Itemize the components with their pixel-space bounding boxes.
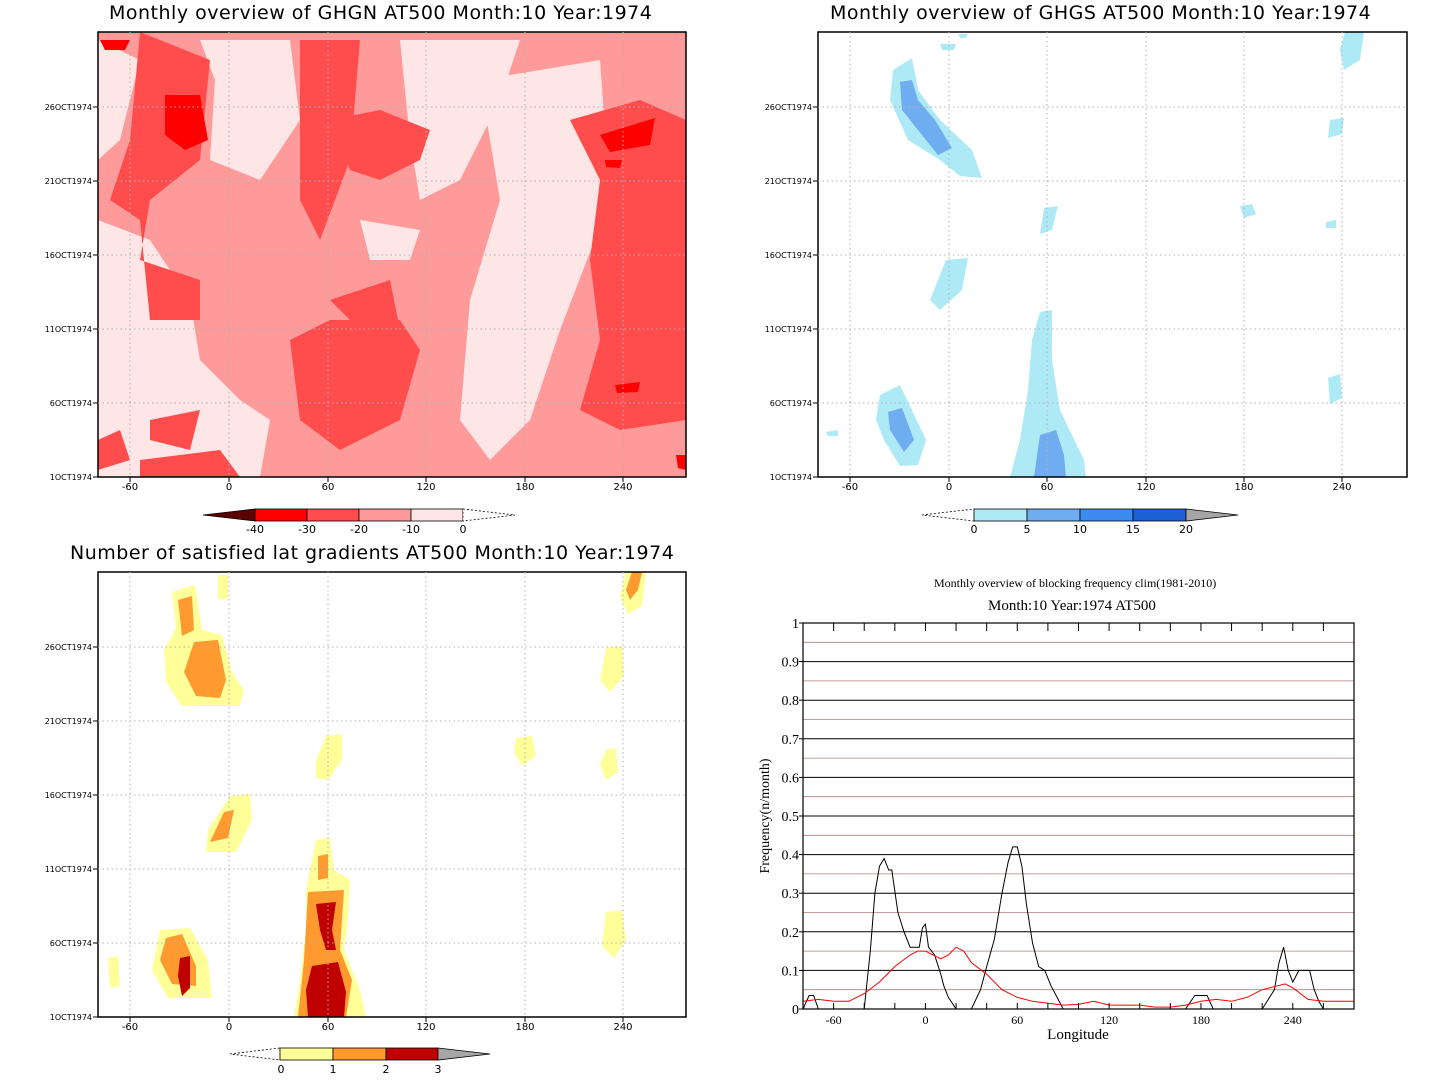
ghgs-colorbar-label: 5 bbox=[1024, 523, 1031, 536]
grad-xtick: -60 bbox=[122, 1022, 138, 1033]
ghgn-ytick: 1OCT1974 bbox=[50, 473, 92, 482]
grad-contours bbox=[108, 572, 646, 1017]
grad-ytick: 21OCT1974 bbox=[45, 717, 92, 726]
ghgs-xtick: 0 bbox=[946, 482, 952, 493]
ghgn-xtick: 240 bbox=[613, 482, 632, 493]
ghgn-ytick: 26OCT1974 bbox=[45, 103, 92, 112]
ghgn-map: -60 0 60 120 180 240 1OCT1974 6OCT1974 1… bbox=[45, 31, 687, 536]
y-tick-label: 0.3 bbox=[782, 887, 800, 902]
chart-series bbox=[802, 846, 1354, 1010]
blocking-frequency-chart: 0 0.1 0.2 0.3 0.4 0.5 0.6 0.7 0.8 0.9 1 -60 0 60 120 18… bbox=[758, 617, 1355, 1043]
ghgn-colorbar-label: -10 bbox=[402, 523, 420, 536]
ghgs-xtick: 240 bbox=[1332, 482, 1351, 493]
x-tick-label: -60 bbox=[826, 1013, 842, 1027]
ghgn-colorbar-label: -30 bbox=[298, 523, 316, 536]
ghgs-colorbar-label: 20 bbox=[1179, 523, 1193, 536]
ghgn-colorbar-label: -40 bbox=[246, 523, 264, 536]
ghgs-ytick: 26OCT1974 bbox=[765, 103, 812, 112]
x-tick-label: 60 bbox=[1011, 1013, 1023, 1027]
y-tick-label: 0.5 bbox=[782, 810, 800, 825]
grad-ytick: 1OCT1974 bbox=[50, 1013, 92, 1022]
y-tick-label: 0.9 bbox=[782, 656, 800, 671]
grad-ytick: 6OCT1974 bbox=[50, 939, 92, 948]
grad-ytick: 11OCT1974 bbox=[45, 865, 92, 874]
grad-title: Number of satisfied lat gradients AT500 … bbox=[70, 542, 675, 564]
ghgs-ytick: 16OCT1974 bbox=[765, 251, 812, 260]
ghgs-map: -60 0 60 120 180 240 1OCT1974 6OCT1974 1… bbox=[765, 31, 1408, 536]
blocking-chart-title: Monthly overview of blocking frequency c… bbox=[934, 576, 1217, 590]
grad-ytick: 26OCT1974 bbox=[45, 643, 92, 652]
series-line-black bbox=[802, 846, 1354, 1010]
ghgn-title: Monthly overview of GHGN AT500 Month:10 … bbox=[109, 2, 653, 24]
grad-ytick: 16OCT1974 bbox=[45, 791, 92, 800]
chart-gridlines bbox=[803, 622, 1354, 1010]
x-tick-label: 120 bbox=[1100, 1013, 1118, 1027]
grad-map: -60 0 60 120 180 240 1OCT1974 6OCT1974 1… bbox=[45, 571, 687, 1076]
ghgn-ytick: 16OCT1974 bbox=[45, 251, 92, 260]
chart-xlabel: Longitude bbox=[1047, 1027, 1109, 1043]
ghgs-xtick: -60 bbox=[842, 482, 858, 493]
ghgs-ytick: 11OCT1974 bbox=[765, 325, 812, 334]
ghgs-ytick: 6OCT1974 bbox=[770, 399, 812, 408]
ghgs-colorbar-label: 15 bbox=[1126, 523, 1140, 536]
grad-colorbar-label: 3 bbox=[435, 1063, 442, 1076]
grad-xtick: 240 bbox=[613, 1022, 632, 1033]
ghgn-colorbar: -40 -30 -20 -10 0 bbox=[202, 508, 516, 536]
grad-colorbar-label: 1 bbox=[330, 1063, 337, 1076]
grad-xtick: 120 bbox=[416, 1022, 435, 1033]
chart-ticks: 0 0.1 0.2 0.3 0.4 0.5 0.6 0.7 0.8 0.9 1 -60 0 60 120 18… bbox=[782, 617, 1324, 1027]
ghgn-xtick: 120 bbox=[416, 482, 435, 493]
ghgs-colorbar: 0 5 10 15 20 bbox=[921, 508, 1239, 536]
ghgs-colorbar-label: 0 bbox=[971, 523, 978, 536]
ghgn-ytick: 11OCT1974 bbox=[45, 325, 92, 334]
ghgs-ytick: 1OCT1974 bbox=[770, 473, 812, 482]
y-tick-label: 0.1 bbox=[782, 964, 800, 979]
ghgn-xtick: 180 bbox=[515, 482, 534, 493]
x-tick-label: 180 bbox=[1192, 1013, 1210, 1027]
series-line-red bbox=[802, 946, 1354, 1008]
grad-xtick: 60 bbox=[322, 1022, 335, 1033]
grad-xtick: 0 bbox=[226, 1022, 232, 1033]
ghgn-ytick: 21OCT1974 bbox=[45, 177, 92, 186]
ghgs-xtick: 180 bbox=[1234, 482, 1253, 493]
y-tick-label: 0.4 bbox=[782, 849, 800, 864]
ghgs-contours bbox=[826, 32, 1364, 477]
blocking-chart-subtitle: Month:10 Year:1974 AT500 bbox=[988, 598, 1156, 614]
ghgn-colorbar-label: -20 bbox=[350, 523, 368, 536]
ghgs-xtick: 60 bbox=[1041, 482, 1054, 493]
ghgn-xtick: -60 bbox=[122, 482, 138, 493]
y-tick-label: 0 bbox=[792, 1003, 799, 1018]
ghgs-title: Monthly overview of GHGS AT500 Month:10 … bbox=[830, 2, 1372, 24]
y-tick-label: 0.6 bbox=[782, 771, 800, 786]
x-tick-label: 0 bbox=[922, 1013, 928, 1027]
chart-ylabel: Frequency(n/month) bbox=[758, 758, 773, 873]
grad-colorbar-label: 0 bbox=[278, 1063, 285, 1076]
ghgn-ytick: 6OCT1974 bbox=[50, 399, 92, 408]
grad-xtick: 180 bbox=[515, 1022, 534, 1033]
ghgn-grid bbox=[98, 32, 686, 477]
ghgs-xtick: 120 bbox=[1136, 482, 1155, 493]
ghgs-ytick: 21OCT1974 bbox=[765, 177, 812, 186]
grad-colorbar: 0 1 2 3 bbox=[229, 1047, 491, 1076]
y-tick-label: 0.2 bbox=[782, 926, 800, 941]
ghgn-colorbar-label: 0 bbox=[460, 523, 467, 536]
y-tick-label: 0.7 bbox=[782, 733, 800, 748]
y-tick-label: 0.8 bbox=[782, 694, 800, 709]
ghgn-xtick: 60 bbox=[322, 482, 335, 493]
ghgs-colorbar-label: 10 bbox=[1073, 523, 1087, 536]
ghgn-contours bbox=[98, 32, 686, 477]
y-tick-label: 1 bbox=[792, 617, 799, 632]
x-tick-label: 240 bbox=[1284, 1013, 1302, 1027]
ghgn-xtick: 0 bbox=[226, 482, 232, 493]
grad-colorbar-label: 2 bbox=[383, 1063, 390, 1076]
